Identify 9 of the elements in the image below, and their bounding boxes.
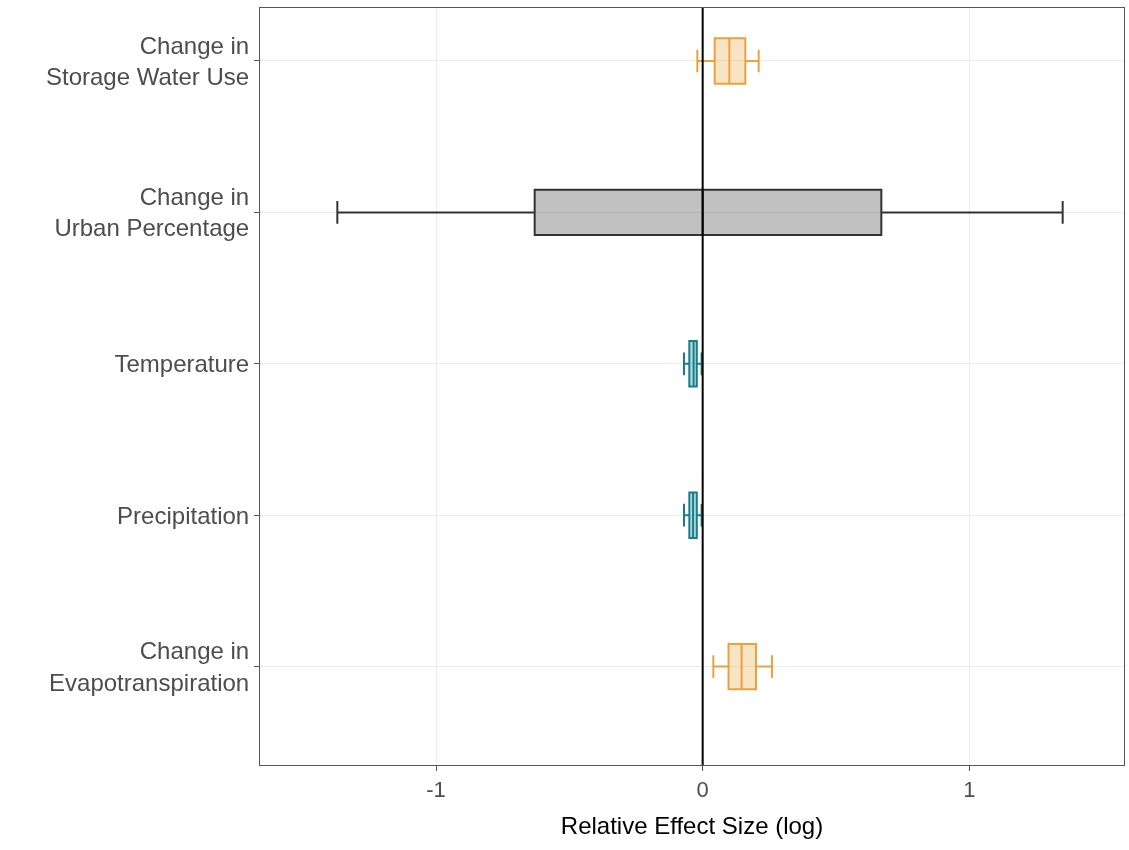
y-tick-label: Change in Storage Water Use xyxy=(46,31,250,90)
y-tick-label: Change in Urban Percentage xyxy=(54,183,250,242)
x-tick-label: 1 xyxy=(963,777,976,803)
y-tick-label: Temperature xyxy=(114,350,250,378)
y-tick-label: Precipitation xyxy=(117,501,250,529)
x-axis-title: Relative Effect Size (log) xyxy=(560,811,824,839)
x-tick-label: -1 xyxy=(426,777,446,803)
y-tick-label: Change in Evapotranspiration xyxy=(49,637,250,696)
x-tick-label: 0 xyxy=(696,777,709,803)
